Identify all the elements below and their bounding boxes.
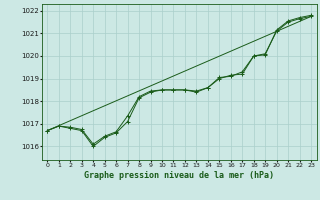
X-axis label: Graphe pression niveau de la mer (hPa): Graphe pression niveau de la mer (hPa)	[84, 171, 274, 180]
